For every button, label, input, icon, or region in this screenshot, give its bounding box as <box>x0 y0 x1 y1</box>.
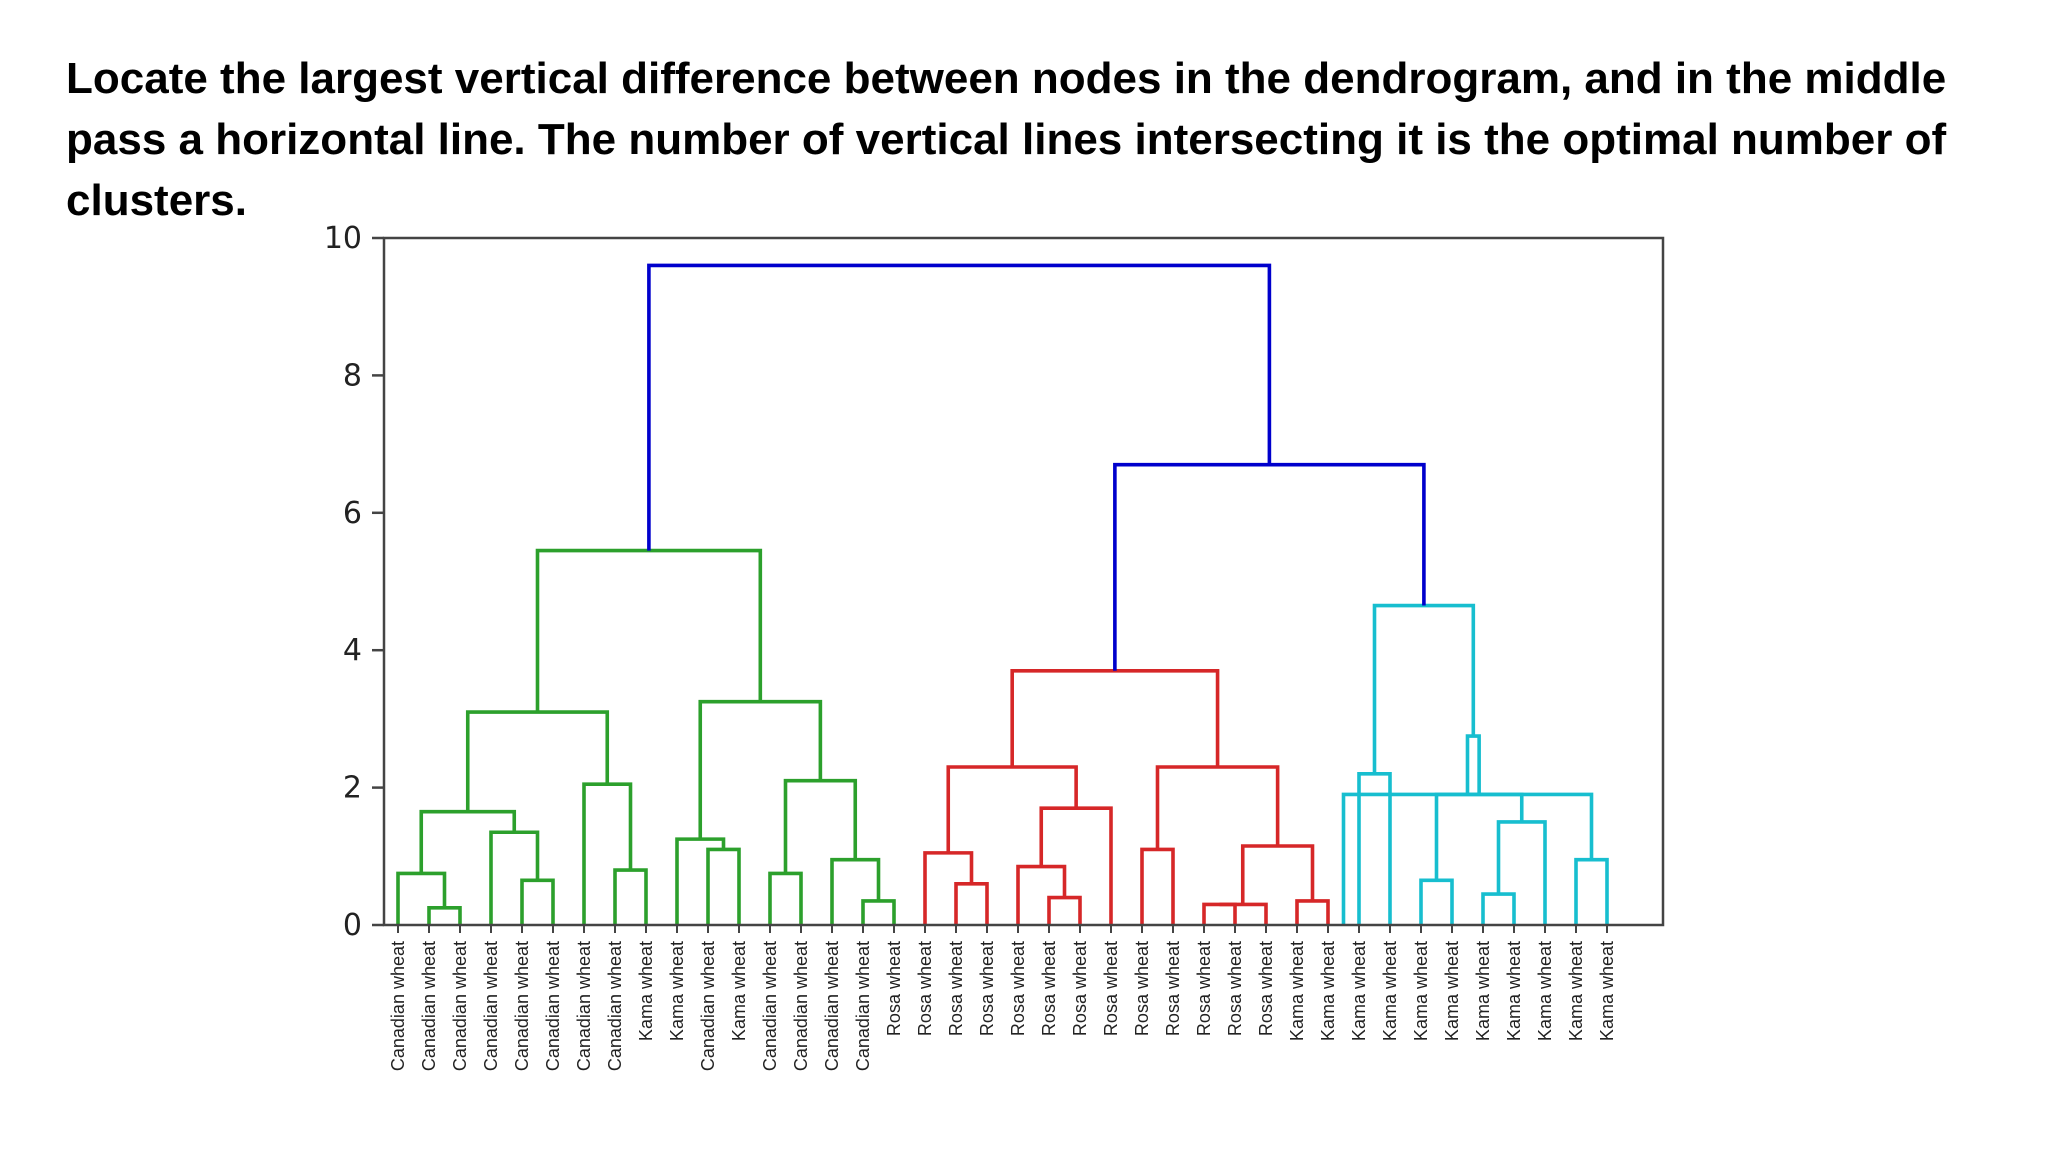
dendrogram-link <box>1434 792 1524 881</box>
leaf-label: Kama wheat <box>1349 941 1369 1041</box>
leaf-label: Canadian wheat <box>698 941 718 1071</box>
leaf-label: Kama wheat <box>1380 941 1400 1041</box>
y-tick-label: 0 <box>343 908 362 943</box>
leaf-label: Rosa wheat <box>1132 941 1152 1036</box>
y-axis-ticks: 0 2 4 6 8 10 <box>324 221 384 943</box>
leaf-label: Kama wheat <box>1566 941 1586 1041</box>
leaf-label: Canadian wheat <box>791 941 811 1071</box>
dendrogram-link <box>1419 878 1454 925</box>
dendrogram-link <box>1202 902 1237 925</box>
dendrogram-link <box>861 899 896 925</box>
dendrogram-link <box>582 782 633 925</box>
dendrogram-link <box>923 851 974 925</box>
leaf-label: Rosa wheat <box>1256 941 1276 1036</box>
dendrogram-link <box>1481 892 1516 925</box>
leaf-label: Rosa wheat <box>1039 941 1059 1036</box>
y-tick-label: 4 <box>343 633 362 668</box>
leaf-label: Rosa wheat <box>1008 941 1028 1036</box>
dendrogram-link <box>954 881 989 925</box>
leaf-label: Rosa wheat <box>1101 941 1121 1036</box>
dendrogram-link <box>1140 847 1175 925</box>
leaf-label: Canadian wheat <box>512 941 532 1071</box>
plot-frame <box>382 236 1665 927</box>
leaf-label: Kama wheat <box>667 941 687 1041</box>
leaf-label: Kama wheat <box>636 941 656 1041</box>
leaf-label: Kama wheat <box>729 941 749 1041</box>
leaf-label: Rosa wheat <box>977 941 997 1036</box>
dendrogram-link <box>647 263 1272 551</box>
dendrogram-link <box>1219 902 1268 925</box>
dendrogram-link <box>1574 857 1609 925</box>
leaf-label: Rosa wheat <box>915 941 935 1036</box>
dendrogram-link <box>698 699 823 840</box>
leaf-label: Kama wheat <box>1442 941 1462 1041</box>
y-tick-label: 10 <box>324 221 362 256</box>
leaf-label: Canadian wheat <box>419 941 439 1071</box>
dendrogram-link <box>1372 603 1476 774</box>
leaf-label: Rosa wheat <box>946 941 966 1036</box>
leaf-label: Canadian wheat <box>543 941 563 1071</box>
dendrogram-link <box>613 868 648 925</box>
leaf-label: Kama wheat <box>1535 941 1555 1041</box>
dendrogram-link <box>1465 734 1481 795</box>
leaf-label: Canadian wheat <box>574 941 594 1071</box>
dendrogram-link <box>396 871 447 925</box>
leaf-label: Kama wheat <box>1411 941 1431 1041</box>
dendrogram-link <box>830 857 881 925</box>
y-tick-label: 6 <box>343 496 362 531</box>
dendrogram-link <box>768 871 803 925</box>
leaf-label: Canadian wheat <box>760 941 780 1071</box>
dendrogram-link <box>1010 669 1220 767</box>
y-tick-label: 2 <box>343 771 362 806</box>
dendrogram-links <box>396 263 1609 925</box>
leaf-labels: Canadian wheat Canadian wheat Canadian whe… <box>388 925 1617 1071</box>
dendrogram-link <box>419 809 517 874</box>
dendrogram-link <box>1496 820 1547 925</box>
chart-axes <box>382 236 1665 927</box>
dendrogram-link <box>1155 765 1280 850</box>
leaf-label: Canadian wheat <box>388 941 408 1071</box>
leaf-label: Rosa wheat <box>1163 941 1183 1036</box>
leaf-label: Rosa wheat <box>884 941 904 1036</box>
leaf-label: Kama wheat <box>1473 941 1493 1041</box>
leaf-label: Canadian wheat <box>605 941 625 1071</box>
dendrogram-link <box>1113 462 1426 671</box>
leaf-label: Kama wheat <box>1597 941 1617 1041</box>
dendrogram-link <box>675 837 726 925</box>
dendrogram-link <box>465 710 610 812</box>
leaf-label: Rosa wheat <box>1194 941 1214 1036</box>
dendrogram-link <box>1047 895 1082 925</box>
y-tick-label: 8 <box>343 358 362 393</box>
instruction-caption: Locate the largest vertical difference b… <box>66 54 1947 225</box>
leaf-label: Rosa wheat <box>1225 941 1245 1036</box>
leaf-label: Canadian wheat <box>481 941 501 1071</box>
leaf-label: Canadian wheat <box>822 941 842 1071</box>
dendrogram-link <box>1240 844 1315 905</box>
dendrogram-link <box>427 906 462 925</box>
leaf-label: Rosa wheat <box>1070 941 1090 1036</box>
leaf-label: Canadian wheat <box>853 941 873 1071</box>
leaf-label: Kama wheat <box>1287 941 1307 1041</box>
dendrogram-link <box>520 878 555 925</box>
dendrogram-link <box>535 548 763 713</box>
dendrogram-link <box>1357 772 1392 925</box>
leaf-label: Kama wheat <box>1318 941 1338 1041</box>
leaf-label: Kama wheat <box>1504 941 1524 1041</box>
dendrogram-link <box>1341 792 1594 925</box>
leaf-label: Canadian wheat <box>450 941 470 1071</box>
dendrogram-link <box>706 847 741 925</box>
dendrogram-link <box>1295 899 1330 925</box>
